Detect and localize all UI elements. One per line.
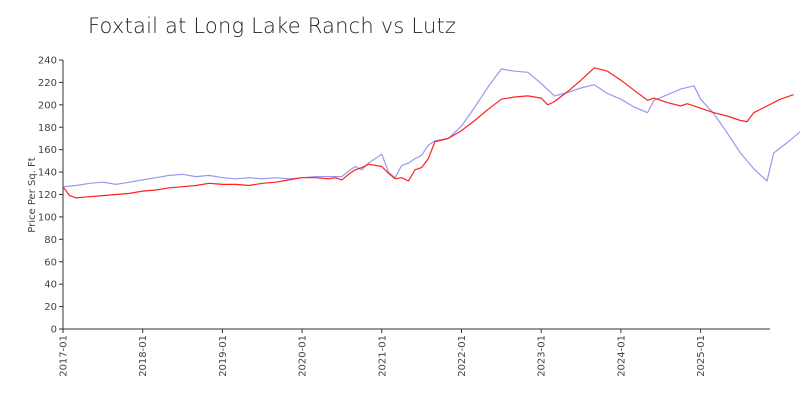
y-tick-label: 160 — [38, 145, 57, 156]
x-tick-label: 2023-01 — [537, 335, 548, 377]
y-tick-label: 20 — [44, 302, 57, 313]
y-axis-label: Price Per Sq. Ft — [27, 157, 38, 232]
x-axis-ticks: 2017-01 2018-01 2019-01 2020-01 2021-01 2022-… — [59, 329, 707, 377]
x-tick-label: 2020-01 — [298, 335, 309, 377]
series-line-foxtail — [62, 67, 794, 199]
y-tick-label: 140 — [38, 168, 57, 179]
x-tick-label: 2022-01 — [457, 335, 468, 377]
y-axis-ticks: 0 20 40 60 80 100 120 140 160 180 200 220 240 — [38, 56, 63, 336]
series-layer — [62, 67, 800, 199]
y-tick-label: 220 — [38, 78, 57, 89]
y-tick-label: 80 — [44, 235, 57, 246]
x-tick-label: 2025-01 — [696, 335, 707, 377]
series-line-lutz — [62, 68, 800, 188]
y-tick-label: 200 — [38, 100, 57, 111]
y-tick-label: 100 — [38, 212, 57, 223]
x-tick-label: 2018-01 — [138, 335, 149, 377]
y-tick-label: 240 — [38, 56, 57, 67]
x-tick-label: 2019-01 — [218, 335, 229, 377]
chart-title: Foxtail at Long Lake Ranch vs Lutz — [88, 14, 457, 38]
x-tick-label: 2021-01 — [377, 335, 388, 377]
y-tick-label: 60 — [44, 257, 57, 268]
y-tick-label: 0 — [51, 325, 57, 336]
y-tick-label: 40 — [44, 280, 57, 291]
y-tick-label: 180 — [38, 123, 57, 134]
y-tick-label: 120 — [38, 190, 57, 201]
x-tick-label: 2017-01 — [59, 335, 70, 377]
x-tick-label: 2024-01 — [616, 335, 627, 377]
